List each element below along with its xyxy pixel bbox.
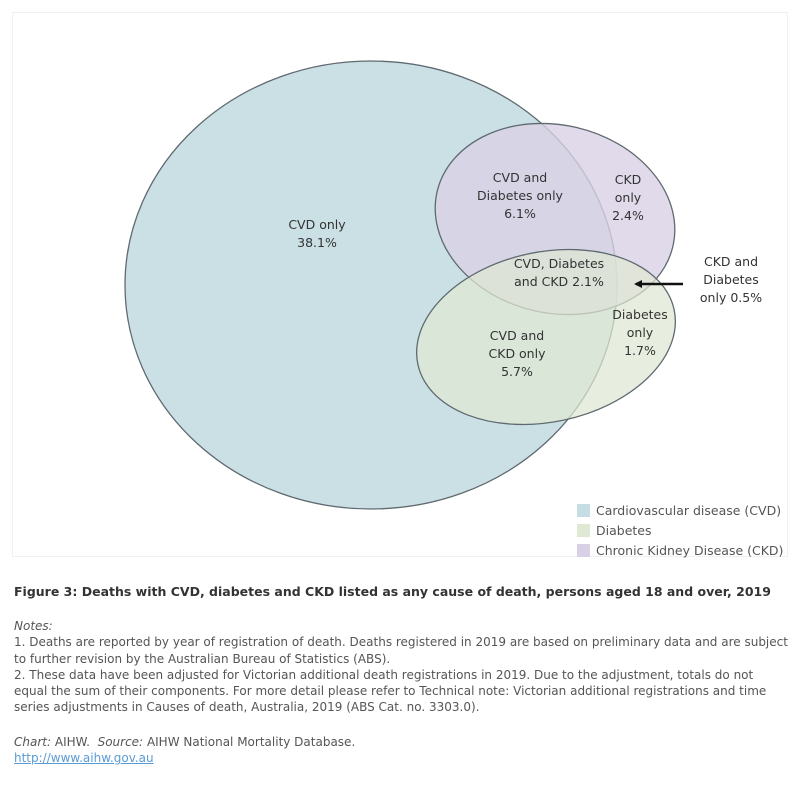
region-label-line: CKD — [615, 172, 642, 187]
region-label-line: only — [615, 190, 642, 205]
region-label-cvd: CVD only 38.1% — [288, 217, 346, 250]
notes-section: Notes: 1. Deaths are reported by year of… — [14, 618, 790, 716]
legend-label-cvd: Cardiovascular disease (CVD) — [596, 502, 782, 518]
region-label-line: CVD, Diabetes — [514, 256, 604, 271]
region-label-line: 5.7% — [501, 364, 533, 379]
legend-label-ckd: Chronic Kidney Disease (CKD) — [596, 542, 784, 558]
credit-line: Chart: AIHW. Source: AIHW National Morta… — [14, 734, 790, 750]
legend-swatch-diabetes — [577, 523, 590, 537]
legend-item-diabetes[interactable]: Diabetes — [577, 520, 783, 540]
venn-diagram: CVD only 38.1% CVD and Diabetes only 6.1% CKD… — [124, 60, 762, 510]
chart-panel: CVD only 38.1% CVD and Diabetes only 6.1% CKD… — [12, 12, 788, 560]
region-label-line: 6.1% — [504, 206, 536, 221]
region-label-line: only 0.5% — [700, 290, 762, 305]
region-label-line: 1.7% — [624, 343, 656, 358]
source-label: Source: — [97, 735, 144, 749]
legend-label-diabetes: Diabetes — [596, 522, 652, 538]
region-label-line: Diabetes only — [477, 188, 564, 203]
set-diabetes-ellipse — [415, 248, 677, 426]
region-label-line: Diabetes — [703, 272, 759, 287]
url-line: http://www.aihw.gov.au — [14, 750, 790, 766]
region-label-cvd-diabetes: CVD and Diabetes only 6.1% — [477, 170, 564, 221]
region-label-line: and CKD 2.1% — [514, 274, 604, 289]
legend-swatch-ckd — [577, 543, 590, 557]
region-label-ckd: CKD only 2.4% — [612, 172, 644, 223]
legend-swatch-cvd — [577, 503, 590, 517]
legend-item-cvd[interactable]: Cardiovascular disease (CVD) — [577, 500, 783, 520]
region-label-line: 2.4% — [612, 208, 644, 223]
chart-credit-value: AIHW. — [54, 735, 90, 749]
region-label-line: CVD only — [288, 217, 346, 232]
region-label-line: 38.1% — [297, 235, 337, 250]
region-label-diabetes: Diabetes only 1.7% — [612, 307, 668, 358]
figure-caption: Figure 3: Deaths with CVD, diabetes and … — [14, 584, 771, 599]
source-value: AIHW National Mortality Database. — [146, 735, 356, 749]
region-label-cvd-ckd: CVD and CKD only 5.7% — [489, 328, 547, 379]
region-label-line: CKD and — [704, 254, 758, 269]
region-label-line: CVD and — [493, 170, 547, 185]
note-2: 2. These data have been adjusted for Vic… — [14, 667, 767, 715]
region-label-cvd-diabetes-ckd: CVD, Diabetes and CKD 2.1% — [514, 256, 604, 289]
chart-credit-label: Chart: — [14, 735, 52, 749]
note-1: 1. Deaths are reported by year of regist… — [14, 635, 788, 666]
region-label-line: CKD only — [489, 346, 547, 361]
legend-item-ckd[interactable]: Chronic Kidney Disease (CKD) — [577, 540, 783, 560]
region-label-line: Diabetes — [612, 307, 668, 322]
region-label-ckd-diabetes: CKD and Diabetes only 0.5% — [700, 254, 762, 305]
aihw-link[interactable]: http://www.aihw.gov.au — [14, 751, 154, 766]
legend: Cardiovascular disease (CVD) Diabetes Ch… — [577, 500, 783, 560]
region-label-line: CVD and — [490, 328, 544, 343]
notes-heading: Notes: — [14, 619, 53, 633]
credit-section: Chart: AIHW. Source: AIHW National Morta… — [14, 734, 790, 767]
region-label-line: only — [627, 325, 654, 340]
